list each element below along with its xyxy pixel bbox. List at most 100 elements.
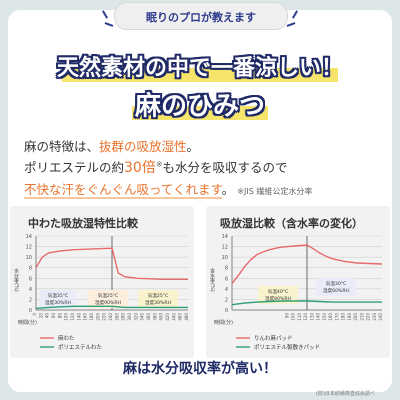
y-tick-label: 12 xyxy=(222,245,228,251)
headline: 天然素材の中で一番涼しい！ xyxy=(56,56,343,81)
x-tick-label: 110 xyxy=(297,313,302,321)
subheadline-highlight xyxy=(132,106,268,120)
subheadline: 麻のひみつ xyxy=(134,91,265,122)
x-tick-label: 120 xyxy=(303,313,308,321)
condition-temperature: 気温25°C xyxy=(148,292,169,299)
conclusion-text: 麻は水分吸収率が高い！ xyxy=(123,361,277,377)
condition-temperature: 気温40°C xyxy=(268,288,289,295)
series-line xyxy=(35,305,188,310)
x-tick-label: 340 xyxy=(140,313,145,321)
x-tick-label: 90 xyxy=(284,313,289,319)
legend-label: ポリエステル製敷きパッド xyxy=(254,343,320,351)
x-tick-label: 300 xyxy=(127,313,132,321)
condition-humidity: 湿度30%RH xyxy=(45,299,71,306)
x-tick-label: 420 xyxy=(165,313,170,321)
y-tick-label: 0 xyxy=(29,308,32,314)
x-tick-label: 80 xyxy=(57,313,62,319)
condition-humidity: 湿度60%RH xyxy=(323,287,349,294)
x-tick-label: 240 xyxy=(378,313,383,321)
x-tick-label: 20 xyxy=(38,313,43,319)
condition-humidity: 湿度30%RH xyxy=(145,299,171,306)
footnote-mark: ※ xyxy=(155,159,163,169)
y-tick-label: 10 xyxy=(26,255,32,261)
highlight-number: 30倍 xyxy=(124,160,156,176)
x-tick-label: 40 xyxy=(45,313,50,319)
x-tick-label: 160 xyxy=(83,313,88,321)
x-axis-label: 時間(分) xyxy=(214,319,233,326)
condition-temperature: 気温25°C xyxy=(98,292,119,299)
highlight-text: 抜群の吸放湿性 xyxy=(99,139,187,154)
x-tick-label: 240 xyxy=(108,313,113,321)
highlight-text: 不快な汗をぐんぐん吸ってくれます xyxy=(24,182,222,199)
y-tick-label: 8 xyxy=(29,266,32,272)
condition-humidity: 湿度90%RH xyxy=(95,299,121,306)
body-line-1: 麻の特徴は、抜群の吸放湿性。 xyxy=(24,136,199,155)
x-tick-label: 100 xyxy=(291,313,296,321)
x-tick-label: 220 xyxy=(102,313,107,321)
body-line-2: ポリエステルの約30倍※も水分を吸収するので xyxy=(24,157,288,177)
chart-right: 0 2 4 6 8 10 12 14 90 100 110 120 130 140 150 160 170 180… xyxy=(209,234,383,351)
condition-box xyxy=(258,286,298,304)
y-tick-label: 2 xyxy=(225,297,228,303)
chart-left-title: 中わた吸放湿特性比較 xyxy=(28,217,138,230)
x-tick-label: 220 xyxy=(366,313,371,321)
y-tick-label: 4 xyxy=(225,287,228,293)
x-tick-label: 120 xyxy=(70,313,75,321)
y-tick-label: 2 xyxy=(29,297,32,303)
chart-left-panel xyxy=(10,206,194,358)
legend-label: ポリエステルわた xyxy=(58,344,102,351)
chart-right-panel xyxy=(206,206,390,358)
y-tick-label: 6 xyxy=(225,276,228,282)
condition-box xyxy=(138,290,178,308)
x-tick-label: 460 xyxy=(178,313,183,321)
y-tick-label: 0 xyxy=(225,308,228,314)
y-tick-label: 14 xyxy=(222,234,228,240)
x-tick-label: 160 xyxy=(328,313,333,321)
x-tick-label: 440 xyxy=(171,313,176,321)
x-tick-label: 140 xyxy=(316,313,321,321)
x-tick-label: 200 xyxy=(353,313,358,321)
y-axis-label: 水分率(%) xyxy=(13,267,19,291)
x-tick-label: 150 xyxy=(322,313,327,321)
x-tick-label: 380 xyxy=(152,313,157,321)
x-tick-label: 480 xyxy=(184,313,189,321)
y-tick-label: 8 xyxy=(225,266,228,272)
body-text: ポリエステルの約 xyxy=(24,160,125,175)
y-tick-label: 4 xyxy=(29,287,32,293)
x-tick-label: 190 xyxy=(347,313,352,321)
y-tick-label: 6 xyxy=(29,276,32,282)
body-footnote: ※JIS 繊維公定水分率 xyxy=(237,187,313,196)
y-tick-label: 10 xyxy=(222,255,228,261)
body-text: 麻の特徴は、 xyxy=(24,139,100,154)
condition-box xyxy=(316,278,356,296)
condition-box xyxy=(40,290,76,308)
x-tick-label: 260 xyxy=(114,313,119,321)
legend-label: 麻わた xyxy=(58,334,75,342)
body-line-3: 不快な汗をぐんぐん吸ってくれます。 ※JIS 繊維公定水分率 xyxy=(24,179,313,199)
x-tick-label: 360 xyxy=(146,313,151,321)
y-tick-label: 12 xyxy=(26,245,32,251)
x-tick-label: 60 xyxy=(51,313,56,319)
body-text: 。 xyxy=(221,182,235,197)
x-tick-label: 100 xyxy=(64,313,69,321)
x-axis-label: 時間(分) xyxy=(18,319,37,326)
badge: 眠りのプロが教えます xyxy=(114,2,288,30)
source-footnote: (財)日本紡績検査協会調べ xyxy=(316,391,375,397)
condition-box xyxy=(88,290,128,308)
x-tick-label: 0 xyxy=(32,313,37,316)
x-tick-label: 280 xyxy=(121,313,126,321)
body-text: 。 xyxy=(186,139,200,154)
x-tick-label: 320 xyxy=(133,313,138,321)
series-line xyxy=(231,244,383,285)
x-tick-label: 230 xyxy=(372,313,377,321)
y-axis-label: 含水率(%) xyxy=(209,267,215,291)
x-tick-label: 180 xyxy=(341,313,346,321)
condition-temperature: 気温35°C xyxy=(48,292,69,299)
body-text: も水分を吸収するので xyxy=(162,160,288,175)
condition-temperature: 気温30°C xyxy=(326,280,347,287)
x-tick-label: 170 xyxy=(334,313,339,321)
condition-humidity: 湿度80%RH xyxy=(265,295,291,302)
x-tick-label: 180 xyxy=(89,313,94,321)
x-tick-label: 140 xyxy=(76,313,81,321)
series-line xyxy=(231,300,382,306)
